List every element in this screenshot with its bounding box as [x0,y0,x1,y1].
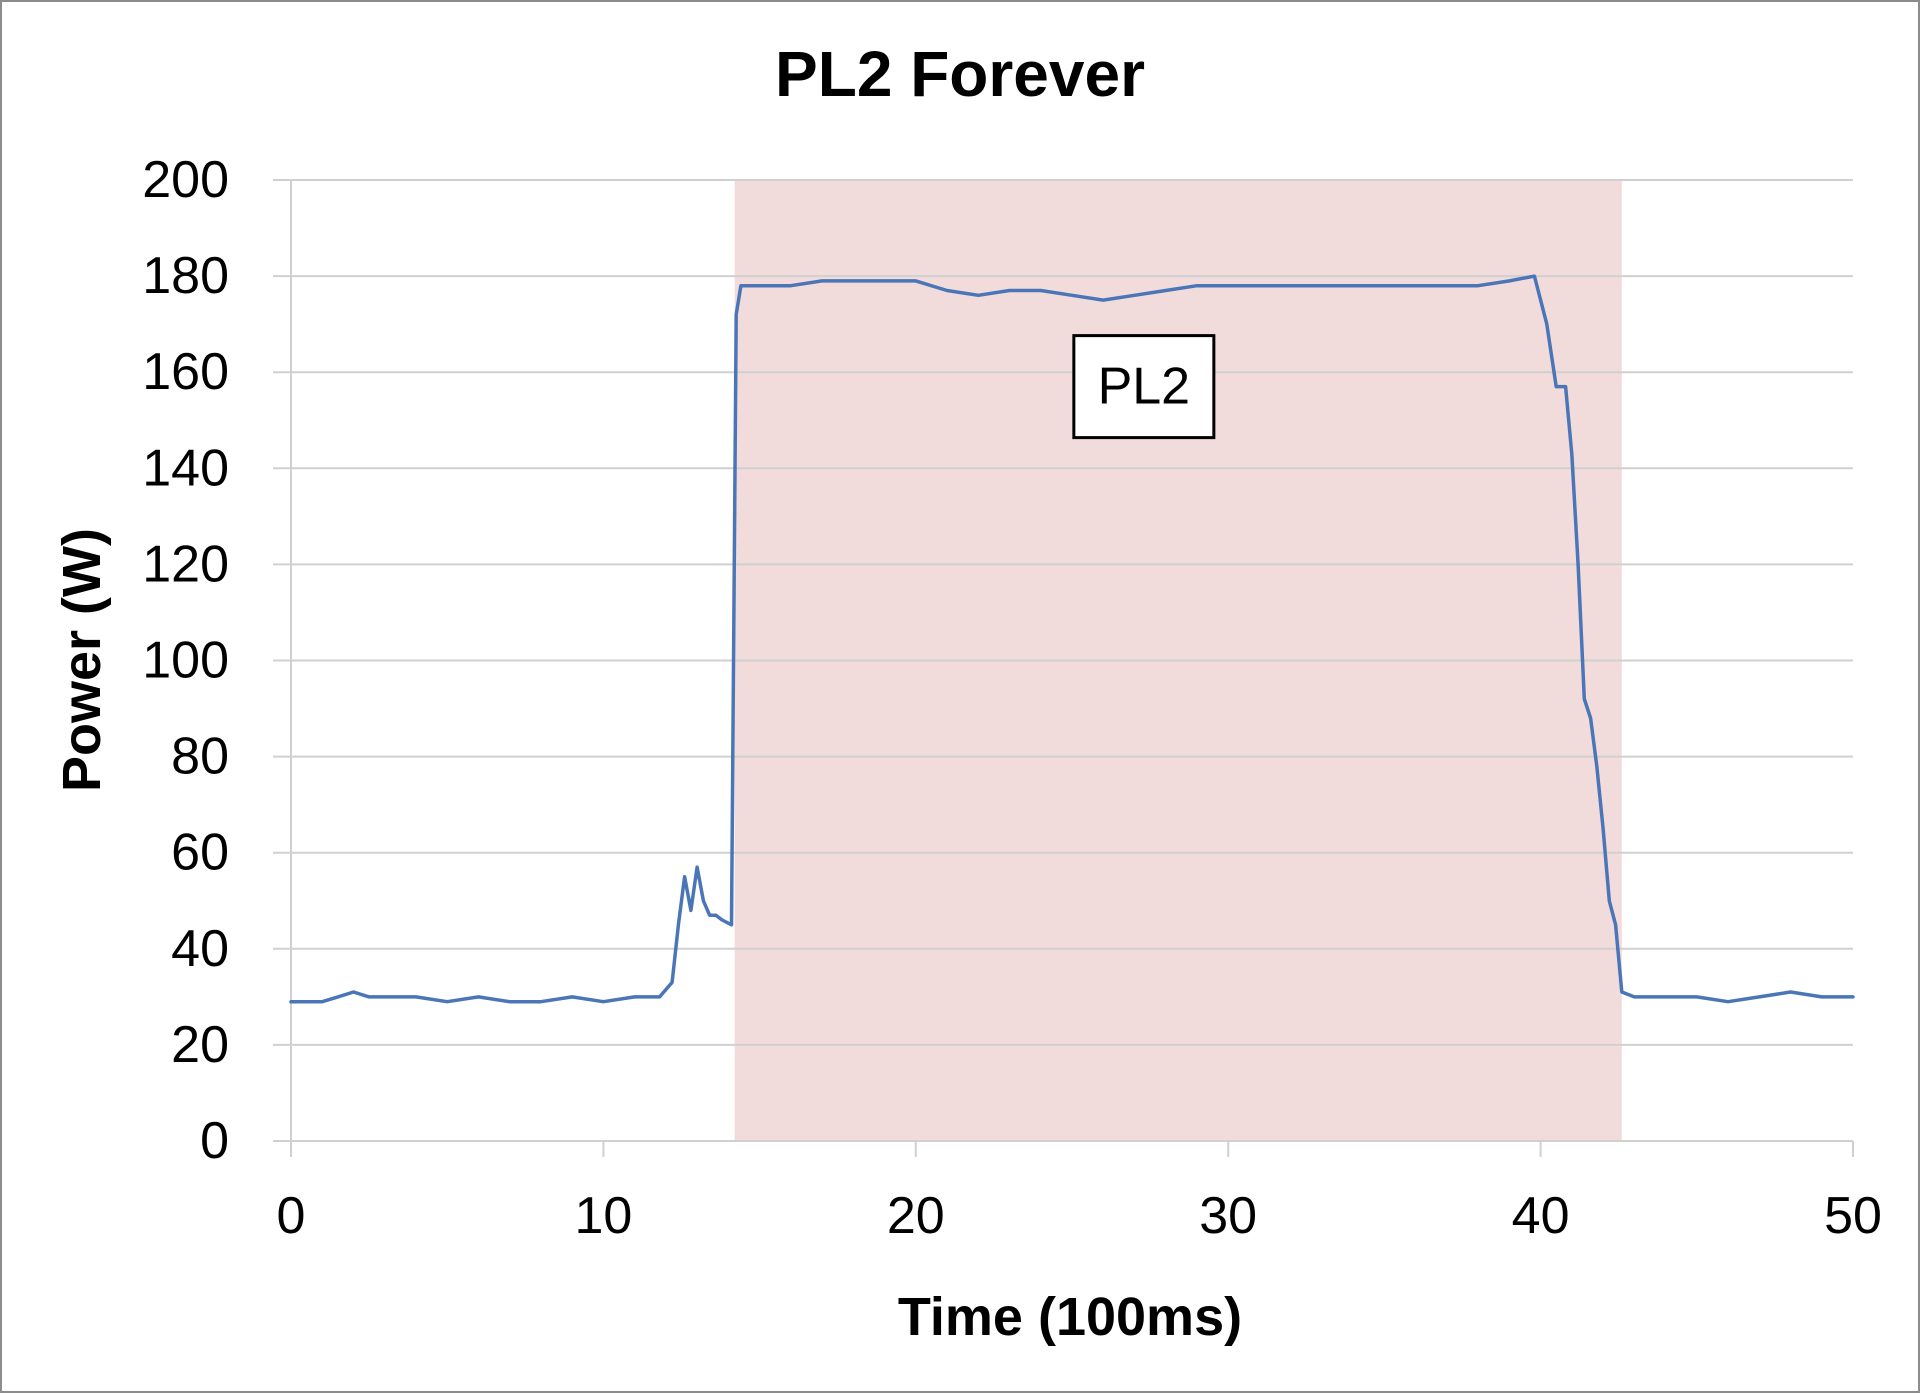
y-tick-label-140: 140 [142,439,229,497]
x-tick-label-10: 10 [574,1187,632,1245]
y-tick-label-100: 100 [142,632,229,690]
x-tick-label-0: 0 [277,1187,306,1245]
x-tick-labels: 0 10 20 30 40 50 [277,1187,1882,1245]
y-tick-labels: 0 20 40 60 80 100 120 140 160 180 200 [142,151,229,1170]
x-tick-label-30: 30 [1199,1187,1257,1245]
y-tick-label-20: 20 [171,1016,229,1074]
x-tick-label-50: 50 [1824,1187,1882,1245]
y-tick-label-180: 180 [142,247,229,305]
x-axis-label: Time (100ms) [898,1287,1242,1347]
chart-title: PL2 Forever [775,38,1145,110]
x-tick-label-20: 20 [887,1187,945,1245]
y-tick-label-200: 200 [142,151,229,209]
y-tick-label-160: 160 [142,343,229,401]
y-axis-label: Power (W) [52,528,112,792]
annotation-label: PL2 [1098,358,1191,416]
series-layer [289,274,1855,1004]
y-tick-label-0: 0 [200,1112,229,1170]
axes [273,180,1854,1157]
y-tick-label-60: 60 [171,824,229,882]
annotation-box [1072,334,1216,440]
gridlines [273,179,1853,1046]
y-tick-label-40: 40 [171,920,229,978]
series-line-0 [289,274,1855,1004]
pl2-annotation: PL2 [1072,334,1216,440]
y-tick-label-120: 120 [142,535,229,593]
x-tick-label-40: 40 [1512,1187,1570,1245]
y-tick-label-80: 80 [171,728,229,786]
